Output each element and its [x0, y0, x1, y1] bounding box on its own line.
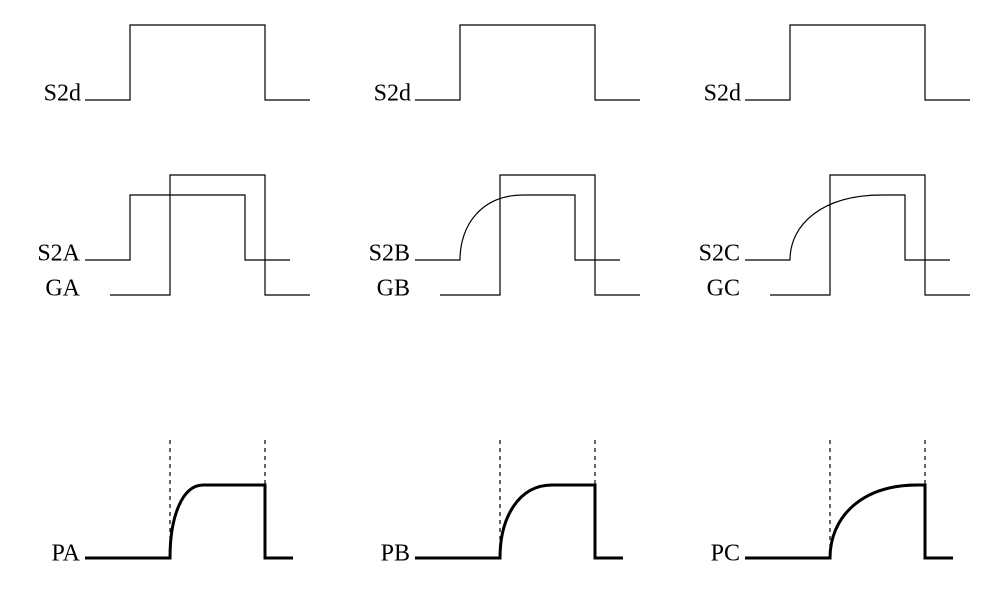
- label-s2d-A: S2d: [44, 81, 81, 107]
- label-p-A: PA: [52, 541, 81, 567]
- label-s2-A: S2A: [37, 241, 80, 267]
- label-s2-C: S2C: [699, 241, 740, 267]
- label-p-C: PC: [711, 541, 740, 567]
- label-s2d-C: S2d: [704, 81, 741, 107]
- label-g-A: GA: [45, 276, 80, 302]
- timing-diagram: S2d S2A GA PA S2d S2B GB PB S2d S2C GC PC: [0, 0, 1000, 614]
- label-p-B: PB: [381, 541, 410, 567]
- label-g-B: GB: [377, 276, 410, 302]
- label-g-C: GC: [707, 276, 740, 302]
- label-s2-B: S2B: [369, 241, 410, 267]
- label-s2d-B: S2d: [374, 81, 411, 107]
